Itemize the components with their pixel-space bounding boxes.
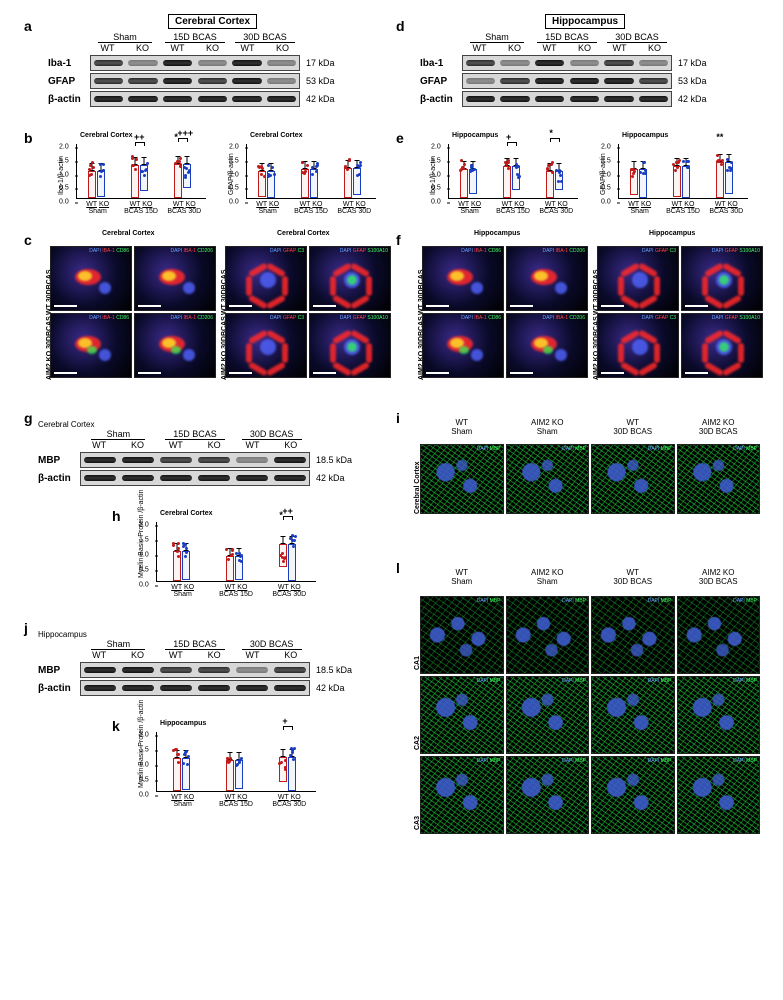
chart-iba1-cortex: Cerebral Cortex0.00.51.01.52.0++*+++Iba-…	[50, 132, 210, 227]
panel-label-f: f	[396, 232, 401, 248]
blot-row-gfap: GFAP 53 kDa	[48, 73, 368, 89]
blot-mbp-hippo: Hippocampus Sham 15D BCAS 30D BCAS WTKO …	[38, 630, 378, 696]
mbp-if-hippo: WTShamAIM2 KOShamWT30D BCASAIM2 KO30D BC…	[420, 568, 760, 858]
if-hippo-astro: HippocampusWT 30DBCASDAPI GFAP C3DAPI GF…	[597, 240, 765, 390]
panel-label-g: g	[24, 410, 33, 426]
panel-label-c: c	[24, 232, 32, 248]
region-title-hippo-d: Hippocampus	[545, 14, 625, 29]
chart-mbp-hippo: Hippocampus0.00.51.01.52.0+Myelin Basic …	[130, 720, 320, 820]
blot-mbp-cortex: Cerebral Cortex Sham 15D BCAS 30D BCAS W…	[38, 420, 378, 486]
panel-label-h: h	[112, 508, 121, 524]
panel-label-j: j	[24, 620, 28, 636]
panel-label-d: d	[396, 18, 405, 34]
panel-label-l: l	[396, 560, 400, 576]
region-title-cortex-a: Cerebral Cortex	[168, 14, 257, 29]
chart-iba1-hippo: Hippocampus0.00.51.01.52.0+*Iba-1/β-acti…	[422, 132, 582, 227]
panel-label-e: e	[396, 130, 404, 146]
panel-label-b: b	[24, 130, 33, 146]
panel-label-i: i	[396, 410, 400, 426]
mbp-if-cortex: WTShamDAPI MBPAIM2 KOShamDAPI MBPWT30D B…	[420, 418, 760, 523]
panel-label-k: k	[112, 718, 120, 734]
chart-gfap-cortex: Cerebral Cortex0.00.51.01.52.0GFAP/β-act…	[220, 132, 380, 227]
blot-hippo-d: Sham 15D BCAS 30D BCAS WTKO WTKO WTKO Ib…	[420, 32, 740, 107]
blot-row-iba1: Iba-1 17 kDa	[48, 55, 368, 71]
chart-gfap-hippo: Hippocampus0.00.51.01.52.0**GFAP/β-actin…	[592, 132, 752, 227]
blot-row-actin: β-actin 42 kDa	[48, 91, 368, 107]
if-cortex-astro: Cerebral CortexWT 30DBCASDAPI GFAP C3DAP…	[225, 240, 393, 390]
if-cortex-microglia: Cerebral CortexWT 30DBCASDAPI IBA-1 CD86…	[50, 240, 218, 390]
panel-label-a: a	[24, 18, 32, 34]
chart-mbp-cortex: Cerebral Cortex0.00.51.01.52.0*++Myelin …	[130, 510, 320, 610]
if-hippo-microglia: HippocampusWT 30DBCASDAPI IBA-1 CD86DAPI…	[422, 240, 590, 390]
blot-cortex-a: Sham 15D BCAS 30D BCAS WTKO WTKO WTKO Ib…	[48, 32, 368, 107]
